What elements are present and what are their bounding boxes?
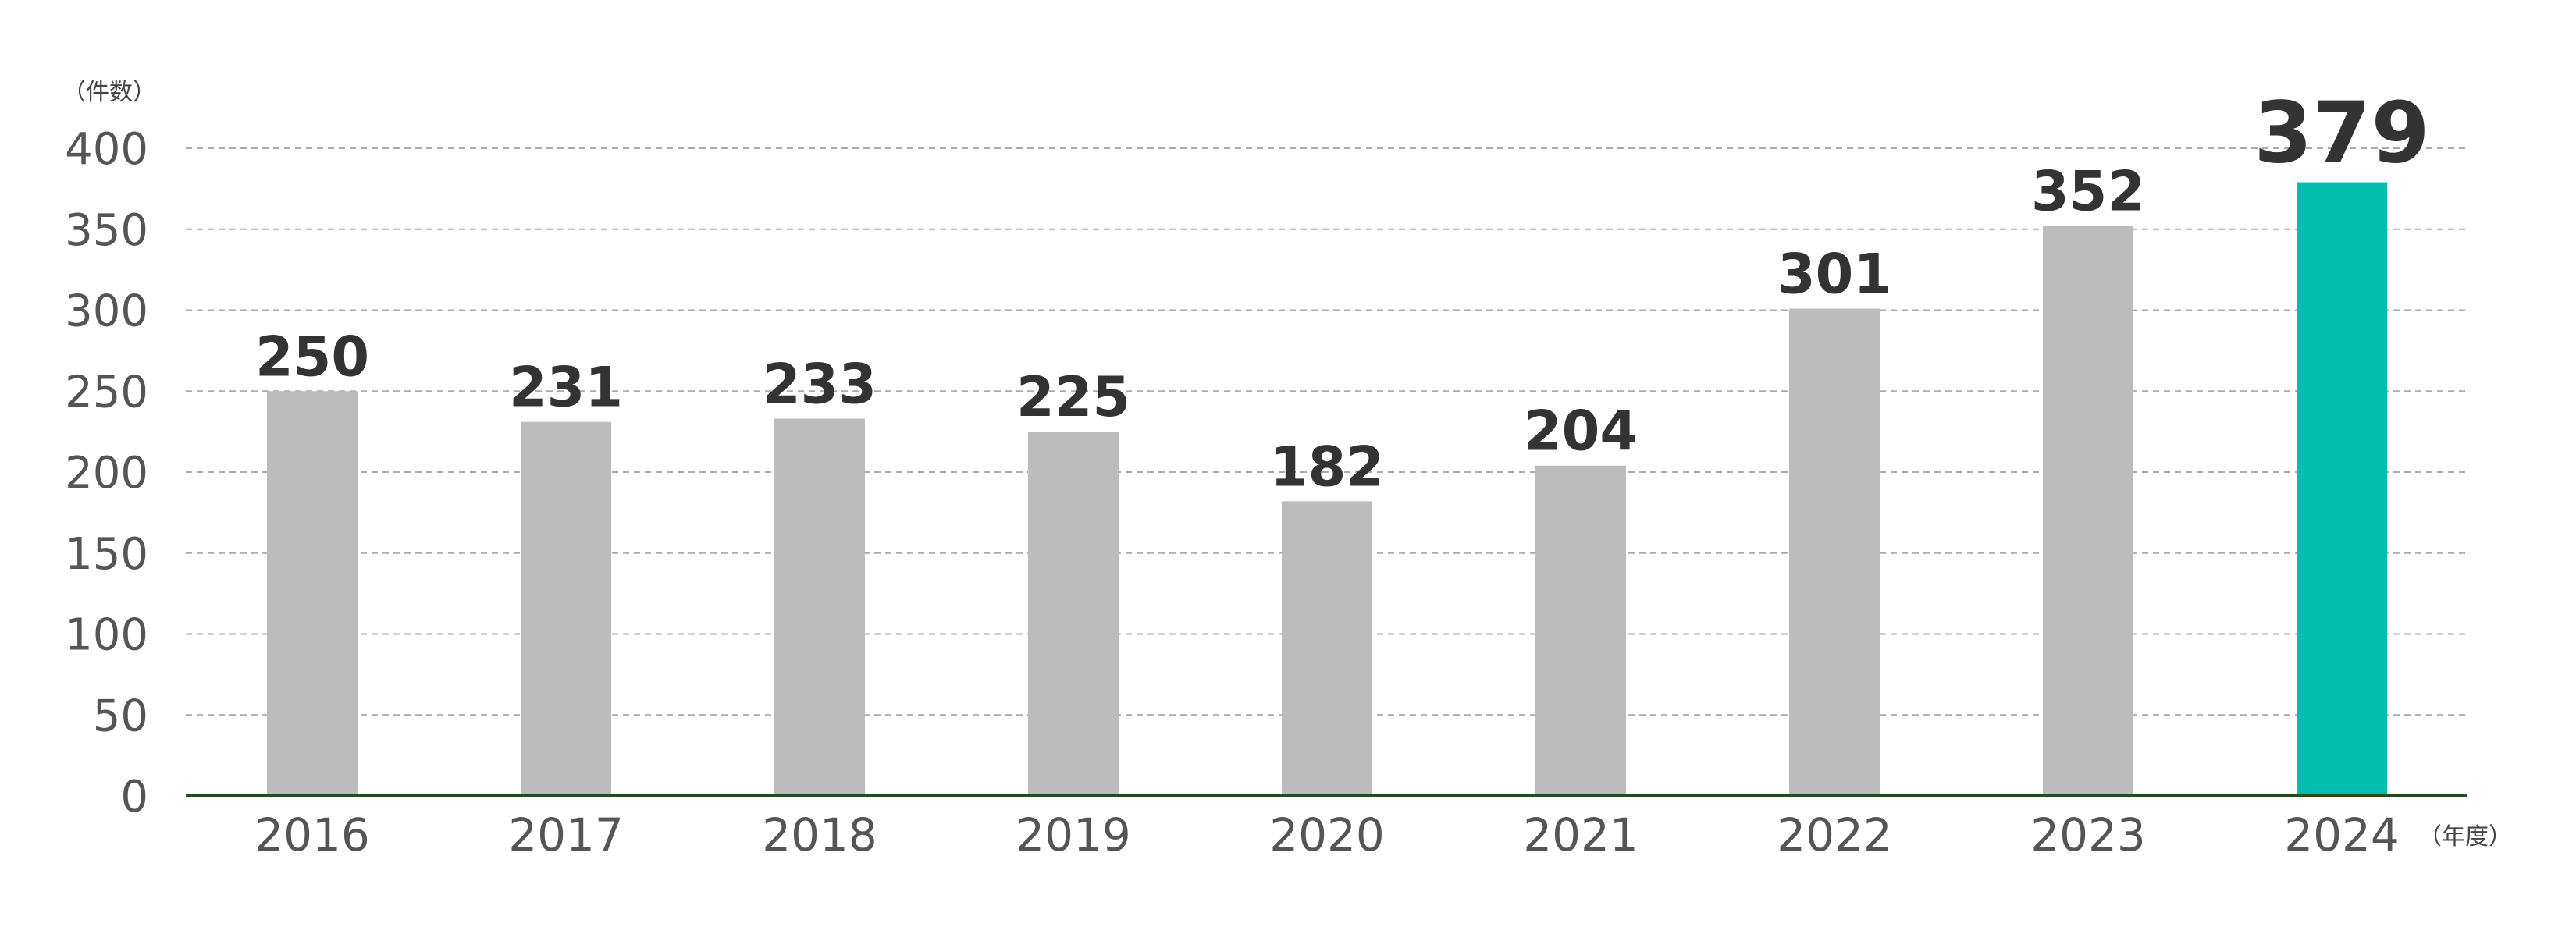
bar-value-label: 250 <box>255 325 369 389</box>
bar <box>1789 308 1880 796</box>
x-tick-label: 2024 <box>2284 808 2400 861</box>
bar-value-label: 204 <box>1524 400 1638 464</box>
y-tick-label: 150 <box>65 529 148 580</box>
x-tick-label: 2021 <box>1523 808 1638 861</box>
x-tick-label: 2018 <box>762 808 877 861</box>
x-tick-label: 2016 <box>254 808 370 861</box>
y-tick-label: 300 <box>65 286 148 337</box>
bar-value-label: 352 <box>2031 160 2145 224</box>
x-axis-unit-label: （年度） <box>2418 823 2512 851</box>
x-tick-label: 2020 <box>1269 808 1385 861</box>
bar <box>521 421 611 796</box>
y-tick-label: 400 <box>65 124 148 175</box>
bar-value-label: 231 <box>509 356 623 420</box>
bar <box>267 391 358 796</box>
bar <box>1282 501 1372 796</box>
bar-value-label: 225 <box>1016 365 1130 429</box>
y-tick-label: 100 <box>65 610 148 661</box>
y-tick-label: 50 <box>93 691 148 741</box>
y-axis-unit-label: （件数） <box>62 79 156 106</box>
bar-value-label: 379 <box>2254 85 2429 183</box>
x-axis-ticks: 2016 2017 2018 2019 2020 2021 2022 2023 2024 <box>254 808 2400 861</box>
bars <box>267 182 2387 797</box>
bar <box>1028 432 1119 796</box>
x-tick-label: 2017 <box>508 808 624 861</box>
x-tick-label: 2023 <box>2030 808 2146 861</box>
y-tick-label: 250 <box>65 367 148 417</box>
bar <box>2043 226 2133 797</box>
bar-value-label: 301 <box>1777 242 1891 306</box>
bar-value-label: 182 <box>1270 435 1384 499</box>
y-tick-label: 0 <box>120 772 148 822</box>
bar-value-label: 233 <box>763 353 877 417</box>
y-tick-label: 350 <box>65 205 148 256</box>
x-tick-label: 2019 <box>1016 808 1131 861</box>
bar-highlight <box>2297 182 2387 796</box>
x-tick-label: 2022 <box>1777 808 1892 861</box>
bar <box>1535 465 1626 796</box>
data-labels: 250 231 233 225 182 204 301 352 379 <box>255 85 2430 499</box>
y-tick-label: 200 <box>65 448 148 499</box>
bar <box>774 418 865 796</box>
y-axis-ticks: 0 50 100 150 200 250 300 350 400 <box>65 124 148 822</box>
